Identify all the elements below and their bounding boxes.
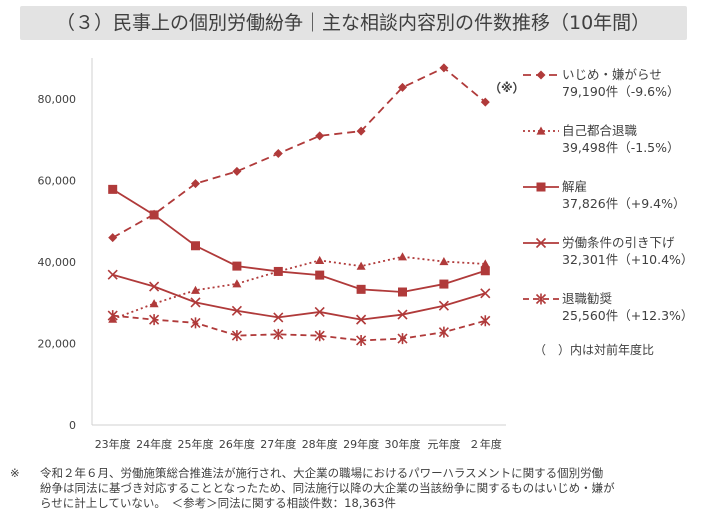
- x-tick-label: 28年度: [302, 437, 338, 451]
- legend-value: 32,301件（+10.4%）: [562, 252, 693, 267]
- x-tick-label: ２年度: [469, 437, 502, 451]
- data-point: [398, 252, 407, 261]
- data-point: [315, 270, 325, 280]
- legend-label: 退職勧奨: [562, 291, 613, 306]
- legend-value: 37,826件（+9.4%）: [562, 196, 685, 211]
- legend-marker: [536, 182, 546, 192]
- series-line: [112, 255, 486, 320]
- footnote-line: らせに計上していない。 ＜参考＞同法に関する相談件数：18,363件: [40, 496, 396, 510]
- data-point: [356, 334, 367, 346]
- data-point: [398, 82, 407, 92]
- y-tick-label: 60,000: [38, 174, 77, 187]
- data-point: [398, 287, 407, 297]
- data-point: [438, 300, 449, 311]
- legend-label: 労働条件の引き下げ: [562, 235, 675, 250]
- data-point: [191, 179, 200, 189]
- data-point: [191, 285, 200, 294]
- x-tick-label: 27年度: [260, 437, 296, 451]
- series-line: [112, 188, 486, 293]
- data-point: [314, 330, 325, 342]
- x-tick-label: 23年度: [95, 437, 131, 451]
- series-line: [112, 273, 486, 321]
- x-tick-label: 30年度: [385, 437, 421, 451]
- data-point: [480, 97, 490, 107]
- data-point: [232, 279, 242, 288]
- data-point: [191, 241, 200, 251]
- x-tick-label: 24年度: [136, 437, 172, 451]
- data-point: [315, 255, 325, 265]
- data-point: [231, 305, 242, 316]
- data-point: [480, 266, 490, 276]
- legend-value: 39,498件（-1.5%）: [562, 140, 680, 155]
- data-point: [480, 259, 490, 268]
- legend-note: （ ）内は対前年度比: [534, 343, 655, 357]
- data-point: [107, 310, 118, 322]
- data-point: [273, 266, 283, 276]
- data-point: [439, 279, 449, 289]
- data-point: [397, 333, 408, 345]
- y-tick-label: 40,000: [38, 256, 77, 269]
- data-point: [356, 284, 366, 294]
- data-point: [314, 306, 325, 318]
- page-title: （３）民事上の個別労働紛争｜主な相談内容別の件数推移（10年間）: [56, 12, 651, 34]
- series-line: [112, 66, 486, 239]
- data-point: [439, 257, 449, 266]
- data-point: [232, 261, 242, 271]
- legend-marker: [536, 70, 546, 80]
- data-point: [480, 288, 491, 299]
- legend-marker: [535, 293, 547, 305]
- data-point: [190, 297, 201, 308]
- legend-label: 自己都合退職: [562, 123, 638, 138]
- data-point: [356, 314, 367, 325]
- data-point: [108, 184, 118, 194]
- data-point: [149, 299, 159, 308]
- legend-label: いじめ・嫌がらせ: [562, 67, 662, 82]
- data-point: [149, 210, 159, 220]
- legend-value: 79,190件（-9.6%）: [562, 84, 680, 99]
- y-tick-label: 20,000: [38, 337, 77, 350]
- y-tick-label: 0: [69, 419, 76, 432]
- x-tick-label: 元年度: [427, 437, 460, 451]
- footnote: ※ 令和２年６月、労働施策総合推進法が施行され、大企業の職場におけるパワーハラス…: [10, 466, 690, 511]
- legend-label: 解雇: [562, 179, 587, 194]
- data-point: [438, 326, 449, 338]
- data-point: [356, 126, 366, 136]
- data-point: [356, 261, 366, 270]
- y-tick-label: 80,000: [38, 93, 77, 106]
- data-point: [397, 309, 408, 320]
- legend-marker: [535, 237, 547, 249]
- footnote-line: 紛争は同法に基づき対応することとなったため、同法施行以降の大企業の当該紛争に関す…: [40, 481, 615, 495]
- x-tick-label: 29年度: [343, 437, 379, 451]
- data-point: [107, 269, 118, 280]
- data-point: [273, 328, 284, 340]
- footnote-line: 令和２年６月、労働施策総合推進法が施行され、大企業の職場におけるパワーハラスメン…: [40, 466, 604, 480]
- data-point: [108, 233, 118, 243]
- data-point: [315, 131, 325, 141]
- legend-value: 25,560件（+12.3%）: [562, 308, 693, 323]
- data-point: [149, 314, 160, 326]
- series-line: [112, 314, 486, 342]
- data-point: [273, 149, 283, 159]
- x-tick-label: 26年度: [219, 437, 255, 451]
- title-bar: （３）民事上の個別労働紛争｜主な相談内容別の件数推移（10年間）: [20, 6, 687, 40]
- data-point: [480, 315, 491, 327]
- x-tick-label: 25年度: [178, 437, 214, 451]
- data-point: [273, 312, 284, 323]
- data-point: [231, 330, 242, 342]
- yoy-mark: （※）: [489, 81, 525, 95]
- data-point: [439, 63, 449, 73]
- data-point: [232, 166, 242, 176]
- data-point: [190, 317, 201, 329]
- data-point: [149, 281, 160, 292]
- footnote-mark: ※: [10, 466, 20, 480]
- legend-marker: [536, 126, 546, 135]
